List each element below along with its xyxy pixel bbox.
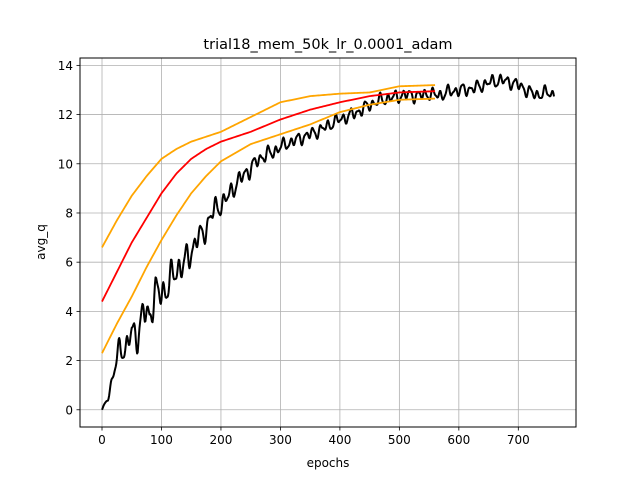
x-tick-label: 600 [447, 433, 470, 447]
x-tick-label: 0 [98, 433, 106, 447]
series-line-4 [101, 97, 436, 354]
x-tick-label: 500 [388, 433, 411, 447]
series-layer [101, 73, 555, 411]
x-tick-label: 100 [150, 433, 173, 447]
series-line-2 [101, 90, 436, 302]
chart-title: trial18_mem_50k_lr_0.0001_adam [203, 37, 452, 53]
series-line-3 [101, 84, 436, 248]
y-tick-label: 6 [65, 256, 73, 270]
x-tick-label: 200 [209, 433, 232, 447]
y-tick-label: 10 [58, 157, 73, 171]
x-tick-label: 300 [269, 433, 292, 447]
y-tick-label: 14 [58, 59, 73, 73]
y-tick-label: 8 [65, 206, 73, 220]
y-tick-label: 0 [65, 403, 73, 417]
x-tick-label: 700 [507, 433, 530, 447]
y-tick-label: 4 [65, 305, 73, 319]
tick-layer: 0 100 200 300 400 500 600 700 0 2 4 6 8 10 12 14 [58, 59, 530, 447]
x-tick-label: 400 [328, 433, 351, 447]
plot-frame [79, 57, 577, 428]
series-line-1 [101, 73, 555, 411]
y-tick-label: 12 [58, 108, 73, 122]
x-axis-label: epochs [307, 456, 350, 470]
grid-layer [80, 58, 576, 427]
y-tick-label: 2 [65, 354, 73, 368]
y-axis-label: avg_q [34, 224, 48, 260]
